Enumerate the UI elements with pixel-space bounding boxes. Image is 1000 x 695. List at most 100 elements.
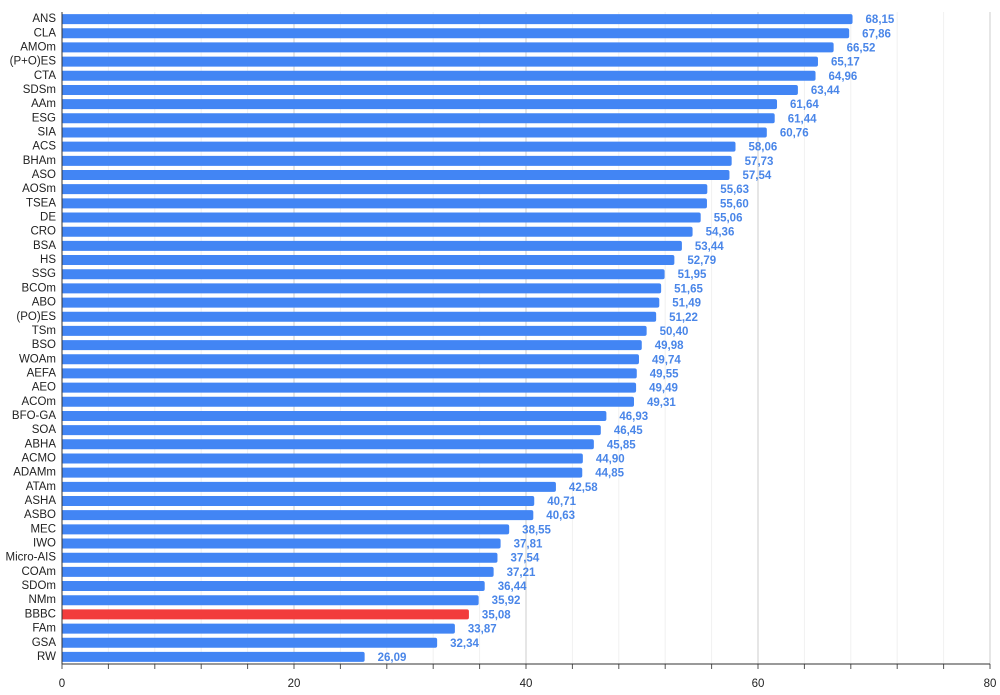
value-label: 49,49 (649, 383, 678, 395)
y-tick-label: AAm (31, 98, 56, 110)
value-label: 50,40 (660, 326, 689, 338)
y-tick-label: ESG (32, 112, 56, 124)
bar (62, 538, 501, 549)
value-label: 32,34 (450, 638, 479, 650)
y-tick-label: MEC (30, 523, 56, 535)
bar (62, 552, 498, 563)
value-label: 55,63 (720, 184, 749, 196)
bar (62, 425, 601, 436)
value-label: 49,74 (652, 354, 681, 366)
value-label: 46,93 (619, 411, 648, 423)
bar (62, 113, 775, 124)
y-tick-label: TSEA (26, 197, 56, 209)
bar (62, 524, 510, 535)
value-label: 67,86 (862, 28, 891, 40)
value-label: 64,96 (829, 71, 858, 83)
y-tick-label: AMOm (20, 41, 56, 53)
value-label: 51,65 (674, 283, 703, 295)
value-label: 53,44 (695, 241, 724, 253)
y-tick-label: SIA (37, 127, 56, 139)
bar (62, 127, 767, 138)
bar (62, 595, 479, 606)
value-label: 40,71 (547, 496, 576, 508)
value-label: 61,64 (790, 99, 819, 111)
y-tick-label: CTA (34, 70, 56, 82)
y-tick-label: DE (40, 212, 56, 224)
value-label: 33,87 (468, 624, 497, 636)
bar (62, 410, 607, 421)
value-label: 55,06 (714, 213, 743, 225)
bar (62, 28, 850, 39)
value-label: 44,85 (595, 468, 624, 480)
y-tick-label: (PO)ES (16, 311, 56, 323)
y-tick-label: ASBO (24, 509, 56, 521)
bar (62, 311, 657, 322)
value-label: 36,44 (498, 581, 527, 593)
y-tick-label: BSO (32, 339, 56, 351)
y-tick-label: FAm (32, 623, 56, 635)
value-label: 54,36 (706, 227, 735, 239)
bar (62, 56, 818, 67)
y-tick-label: WOAm (19, 353, 56, 365)
bar (62, 354, 639, 365)
bar (62, 141, 736, 152)
bar (62, 170, 730, 180)
value-label: 26,09 (378, 652, 407, 664)
bar (62, 212, 701, 223)
bar (62, 184, 708, 195)
y-tick-label: AEFA (27, 367, 57, 379)
y-tick-label: RW (37, 651, 56, 663)
value-label: 49,98 (655, 340, 684, 352)
value-label: 49,31 (647, 397, 676, 409)
value-label: 60,76 (780, 128, 809, 140)
value-label: 61,44 (788, 113, 817, 125)
value-label: 65,17 (831, 57, 860, 69)
y-tick-label: BCOm (22, 282, 57, 294)
value-label: 66,52 (847, 42, 876, 54)
bar (62, 14, 853, 25)
bar (62, 439, 594, 450)
y-tick-label: BBBC (25, 608, 56, 620)
bar (62, 637, 438, 648)
bar (62, 198, 707, 209)
bar (62, 481, 556, 492)
bar (62, 368, 637, 379)
y-tick-label: COAm (22, 566, 57, 578)
value-label: 46,45 (614, 425, 643, 437)
y-tick-label: BHAm (23, 155, 56, 167)
value-label: 63,44 (811, 85, 840, 97)
value-label: 42,58 (569, 482, 598, 494)
value-label: 37,54 (510, 553, 539, 565)
y-tick-label: ANS (32, 13, 56, 25)
y-tick-label: BFO-GA (12, 410, 56, 422)
value-label: 40,63 (546, 510, 575, 522)
y-tick-label: SSG (32, 268, 56, 280)
bar (62, 155, 732, 166)
bar (62, 340, 642, 351)
bar (62, 297, 660, 308)
bar (62, 623, 455, 634)
y-tick-label: SDSm (23, 84, 56, 96)
bar (62, 566, 494, 577)
value-label: 68,15 (866, 14, 895, 26)
bar (62, 240, 682, 251)
value-label: 45,85 (607, 439, 636, 451)
value-label: 57,73 (745, 156, 774, 168)
y-tick-label: ASHA (25, 495, 57, 507)
x-tick-label: 0 (59, 678, 65, 690)
y-tick-label: CRO (30, 226, 56, 238)
bar (62, 496, 535, 506)
y-tick-label: GSA (32, 637, 57, 649)
y-tick-label: ATAm (26, 481, 56, 493)
y-tick-label: ACS (32, 141, 56, 153)
x-tick-label: 20 (288, 678, 301, 690)
x-tick-label: 80 (984, 678, 997, 690)
y-tick-label: Micro-AIS (6, 552, 57, 564)
value-label: 55,60 (720, 198, 749, 210)
y-tick-label: ABO (32, 297, 56, 309)
y-tick-label: SDOm (22, 580, 57, 592)
y-tick-label: ABHA (25, 438, 57, 450)
y-tick-label: ACOm (22, 396, 57, 408)
bar (62, 382, 637, 393)
x-tick-label: 40 (520, 678, 533, 690)
